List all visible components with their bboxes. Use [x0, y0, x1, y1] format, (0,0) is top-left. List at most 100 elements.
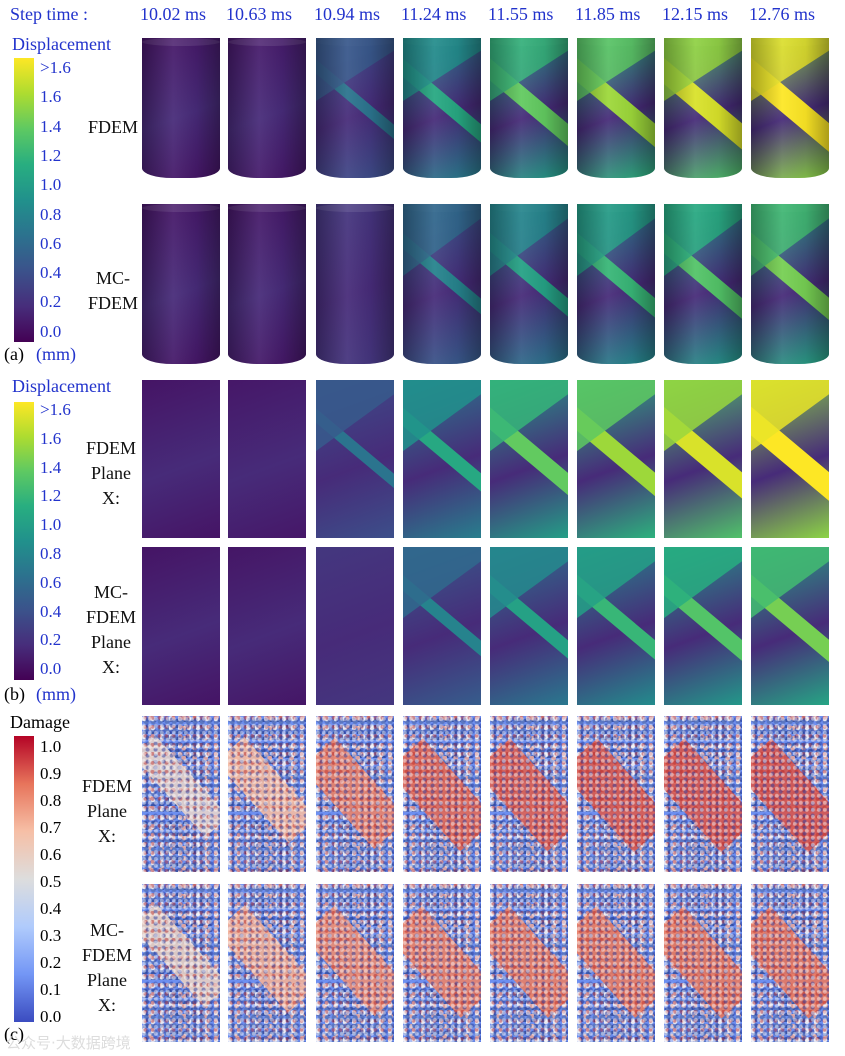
- displacement-plane-panel: [751, 547, 829, 705]
- damage-field-panel: [316, 716, 394, 872]
- colorbar-tick-label: 0.2: [40, 953, 62, 972]
- colorbar-tick-label: 1.6: [40, 428, 62, 448]
- colorbar-tick-label: 0.0: [40, 321, 62, 341]
- panel-b-row-fdem-label: FDEM Plane X:: [85, 438, 136, 508]
- colorbar-tick-label: 1.2: [40, 145, 62, 165]
- displacement-cylinder-panel: [316, 204, 394, 364]
- colorbar-tick-label: 0.0: [40, 659, 62, 679]
- displacement-cylinder-panel: [490, 204, 568, 364]
- displacement-plane-panel: [664, 547, 742, 705]
- panel-c-colorbar: [14, 736, 34, 1022]
- displacement-cylinder-panel: [577, 38, 655, 178]
- damage-field-panel: [228, 884, 306, 1042]
- colorbar-tick-label: 1.4: [40, 457, 62, 477]
- damage-field-panel: [664, 716, 742, 872]
- colorbar-tick-label: 1.4: [40, 116, 62, 136]
- displacement-plane-panel: [316, 547, 394, 705]
- time-label: 10.63 ms: [226, 4, 293, 24]
- displacement-cylinder-panel: [751, 38, 829, 178]
- panel-b-colorbar: [14, 402, 34, 680]
- displacement-cylinder-panel: [403, 38, 481, 178]
- displacement-plane-panel: [577, 547, 655, 705]
- colorbar-tick-label: 1.0: [40, 737, 62, 756]
- colorbar-tick-label: 0.8: [40, 791, 62, 810]
- panel-a-colorbar: [14, 58, 34, 342]
- displacement-cylinder-panel: [403, 204, 481, 364]
- step-time-label: Step time :: [10, 4, 88, 24]
- panel-a-row-fdem-label: FDEM: [87, 117, 138, 137]
- displacement-plane-panel: [664, 380, 742, 538]
- displacement-cylinder-panel: [664, 204, 742, 364]
- panel-c-row-mc-label: MC- FDEM Plane X:: [81, 920, 132, 1015]
- colorbar-tick-label: 1.0: [40, 515, 62, 535]
- displacement-plane-panel: [490, 380, 568, 538]
- colorbar-tick-label: 0.6: [40, 572, 62, 592]
- displacement-cylinder-panel: [577, 204, 655, 364]
- displacement-cylinder-panel: [142, 204, 220, 364]
- time-label: 12.76 ms: [749, 4, 816, 24]
- displacement-cylinder-panel: [142, 38, 220, 178]
- colorbar-tick-label: 0.8: [40, 204, 62, 224]
- panel-b-colorbar-title: Displacement: [12, 376, 111, 396]
- colorbar-tick-label: 0.1: [40, 980, 62, 999]
- colorbar-tick-label: 0.2: [40, 292, 62, 312]
- colorbar-tick-label: 1.0: [40, 175, 62, 195]
- colorbar-tick-label: 0.5: [40, 872, 62, 891]
- panel-b-tag: (b): [4, 684, 25, 704]
- displacement-cylinder-panel: [316, 38, 394, 178]
- time-label: 12.15 ms: [662, 4, 729, 24]
- damage-field-panel: [664, 884, 742, 1042]
- colorbar-tick-label: >1.6: [40, 58, 71, 77]
- panel-a-unit: (mm): [36, 344, 76, 364]
- panel-a-row-mc-label: MC- FDEM: [87, 268, 138, 313]
- panel-a-colorbar-title: Displacement: [12, 34, 111, 54]
- damage-field-panel: [490, 884, 568, 1042]
- displacement-cylinder-panel: [490, 38, 568, 178]
- colorbar-tick-label: 0.7: [40, 818, 62, 837]
- colorbar-tick-label: 1.6: [40, 87, 62, 107]
- damage-field-panel: [577, 716, 655, 872]
- colorbar-tick-label: 0.6: [40, 233, 62, 253]
- colorbar-tick-label: 0.4: [40, 899, 62, 918]
- displacement-plane-panel: [577, 380, 655, 538]
- damage-field-panel: [751, 716, 829, 872]
- displacement-cylinder-panel: [228, 204, 306, 364]
- damage-field-panel: [142, 716, 220, 872]
- displacement-plane-panel: [316, 380, 394, 538]
- displacement-plane-panel: [403, 380, 481, 538]
- displacement-plane-panel: [228, 547, 306, 705]
- colorbar-tick-label: 0.3: [40, 926, 62, 945]
- displacement-plane-panel: [751, 380, 829, 538]
- damage-field-panel: [403, 884, 481, 1042]
- colorbar-tick-label: 0.8: [40, 544, 62, 563]
- displacement-cylinder-panel: [228, 38, 306, 178]
- colorbar-tick-label: 0.6: [40, 845, 62, 864]
- time-label: 10.02 ms: [140, 4, 207, 24]
- panel-c-row-fdem-label: FDEM Plane X:: [81, 776, 132, 846]
- damage-field-panel: [751, 884, 829, 1042]
- time-label: 10.94 ms: [314, 4, 381, 24]
- colorbar-tick-label: >1.6: [40, 400, 71, 419]
- damage-field-panel: [490, 716, 568, 872]
- damage-field-panel: [577, 884, 655, 1042]
- damage-field-panel: [403, 716, 481, 872]
- displacement-plane-panel: [403, 547, 481, 705]
- watermark: 公众号·大数据跨境: [6, 1034, 131, 1052]
- displacement-plane-panel: [142, 547, 220, 705]
- panel-c-tag: (c): [4, 1024, 24, 1044]
- colorbar-tick-label: 0.0: [40, 1007, 62, 1026]
- colorbar-tick-label: 0.4: [40, 601, 62, 621]
- colorbar-tick-label: 1.2: [40, 486, 62, 506]
- displacement-cylinder-panel: [664, 38, 742, 178]
- damage-field-panel: [142, 884, 220, 1042]
- displacement-cylinder-panel: [751, 204, 829, 364]
- panel-b-row-mc-label: MC- FDEM Plane X:: [85, 582, 136, 677]
- displacement-plane-panel: [490, 547, 568, 705]
- displacement-plane-panel: [228, 380, 306, 538]
- damage-field-panel: [316, 884, 394, 1042]
- time-label: 11.55 ms: [488, 4, 554, 24]
- colorbar-tick-label: 0.2: [40, 630, 62, 650]
- time-label: 11.85 ms: [575, 4, 641, 24]
- panel-c-colorbar-title: Damage: [10, 712, 70, 732]
- panel-a-tag: (a): [4, 344, 24, 364]
